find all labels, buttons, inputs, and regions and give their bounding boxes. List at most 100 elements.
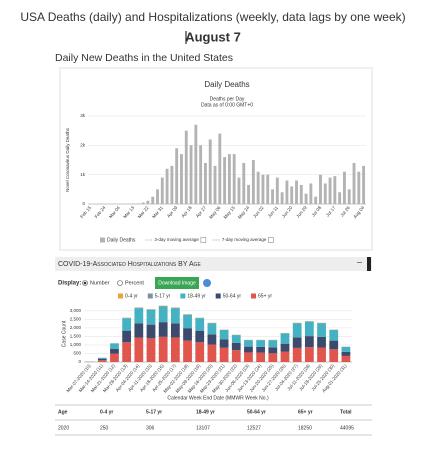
bar	[256, 171, 260, 204]
bar	[292, 323, 302, 338]
bar	[299, 184, 303, 204]
bar	[256, 340, 266, 347]
bar	[271, 189, 274, 204]
bar	[244, 346, 253, 353]
x-tick-label: Jun 29	[295, 205, 308, 219]
y-tick-label: 1,500	[70, 334, 82, 339]
bar	[219, 339, 229, 348]
bar	[323, 183, 327, 204]
legend-label: 5-17 yr	[155, 293, 171, 299]
bar	[251, 160, 255, 204]
y-tick-label: 1,000	[70, 342, 82, 347]
x-tick-label: Mar 13	[122, 205, 135, 219]
x-tick-label: Feb 24	[94, 205, 107, 219]
bar	[347, 189, 351, 204]
bar	[362, 165, 366, 204]
bar	[160, 177, 164, 204]
y-tick-label: 3,000	[70, 308, 82, 313]
legend-swatch	[251, 293, 257, 299]
x-tick-label: Apr 09	[166, 205, 179, 219]
legend-label: Daily Deaths	[107, 237, 136, 243]
x-tick-label: May 06	[208, 205, 222, 220]
bar	[227, 154, 231, 204]
minimize-icon[interactable]: –	[357, 256, 362, 266]
bar	[317, 347, 326, 362]
panel-header	[55, 257, 372, 271]
legend-checkbox	[268, 237, 274, 243]
bar	[319, 174, 322, 204]
y-axis-label: Novel Coronavirus Daily Deaths	[65, 127, 70, 192]
bar	[134, 308, 144, 324]
display-label: Display:	[58, 281, 81, 287]
table-cell: 12527	[247, 425, 261, 431]
x-tick-label: May 15	[223, 205, 237, 220]
bar	[165, 168, 169, 204]
radio-dot	[83, 281, 87, 285]
bar	[219, 330, 229, 340]
table-cell: 44095	[340, 425, 354, 431]
bar	[180, 154, 183, 204]
bar	[110, 353, 119, 362]
x-tick-label: Apr 18	[180, 205, 193, 219]
page-date: August 7	[185, 29, 241, 44]
radio-label: Number	[90, 280, 110, 286]
bar	[134, 337, 144, 362]
bar	[170, 323, 180, 338]
bar	[295, 180, 298, 204]
download-button[interactable]	[155, 277, 199, 289]
bar	[329, 330, 339, 341]
chart-title: Daily Deaths	[204, 80, 249, 89]
bar	[329, 340, 339, 350]
bar	[170, 308, 180, 324]
bar	[195, 342, 205, 362]
bar	[352, 162, 356, 204]
section-title: Daily New Deaths in the United States	[55, 52, 233, 64]
info-icon[interactable]	[203, 279, 211, 287]
bar	[183, 314, 192, 329]
bar	[341, 351, 351, 356]
bar	[122, 330, 132, 343]
bar	[304, 193, 308, 204]
bar	[183, 328, 192, 341]
bar	[280, 351, 290, 362]
legend-swatch	[215, 293, 221, 299]
chart-subtitle: Deaths per Day	[210, 96, 245, 102]
panel-title: COVID-19-Associated Hospitalizations BY …	[58, 261, 202, 268]
bar	[304, 336, 314, 348]
bar	[268, 353, 278, 362]
bar	[213, 165, 217, 204]
bar	[223, 157, 227, 204]
table-cell: 306	[146, 425, 155, 431]
bar	[357, 171, 361, 204]
bar	[285, 180, 289, 204]
table-header: Total	[340, 409, 352, 415]
table-cell: 2020	[58, 425, 69, 431]
bar	[208, 139, 212, 204]
legend-swatch	[100, 237, 105, 243]
bar	[110, 343, 119, 349]
bar	[136, 203, 140, 204]
radio-percent[interactable]	[117, 280, 123, 286]
bar	[280, 343, 290, 352]
bar	[170, 165, 174, 204]
bar	[290, 186, 294, 204]
bar	[122, 342, 132, 362]
bar	[314, 196, 318, 204]
table-cell: 250	[100, 425, 109, 431]
x-tick-label: Jun 20	[281, 205, 294, 219]
chart-note: Data as of 0:00 GMT+0	[201, 102, 253, 108]
x-tick-label: Jun 11	[267, 205, 280, 219]
bar	[158, 306, 168, 323]
bar	[194, 124, 198, 204]
bar	[183, 340, 192, 362]
table-header: 0-4 yr	[100, 409, 113, 415]
bar	[134, 323, 144, 338]
radio-label: Percent	[125, 280, 144, 286]
bar	[207, 344, 217, 362]
y-tick-label: 3k	[80, 113, 86, 118]
table-cell: 13107	[196, 425, 210, 431]
chart-frame	[59, 67, 373, 251]
bar	[158, 336, 168, 362]
table-header: 5-17 yr	[146, 409, 162, 415]
